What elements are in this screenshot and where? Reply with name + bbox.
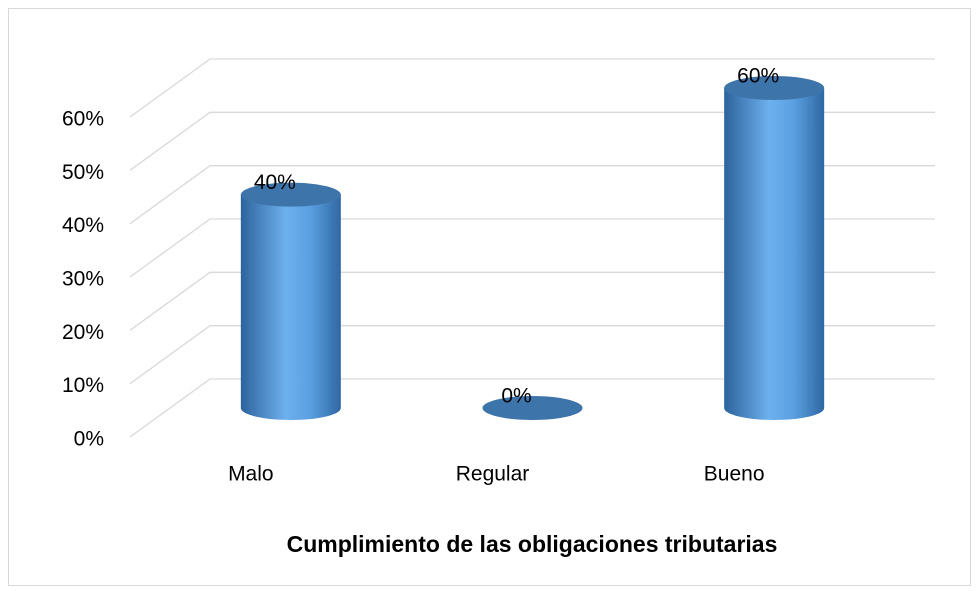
- grid-line-side: [129, 325, 211, 385]
- grid-line-side: [129, 165, 211, 225]
- x-tick-label: Bueno: [704, 463, 765, 486]
- bar-top: [240, 182, 341, 207]
- x-tick-label: Malo: [228, 463, 274, 486]
- y-tick-label: 50%: [62, 161, 104, 184]
- grid-line-side: [129, 218, 211, 278]
- y-tick-label: 60%: [62, 108, 104, 131]
- y-tick-label: 30%: [62, 268, 104, 291]
- bar: [240, 194, 341, 421]
- value-label: 60%: [737, 65, 779, 88]
- grid-line-side: [129, 271, 211, 331]
- grid-line-side: [129, 58, 211, 118]
- bar-top: [724, 76, 825, 100]
- value-label: 0%: [501, 385, 531, 408]
- y-tick-label: 20%: [62, 321, 104, 344]
- y-tick-label: 0%: [74, 428, 104, 451]
- grid-line-side: [129, 378, 211, 438]
- chart-frame: [8, 8, 971, 586]
- y-tick-label: 40%: [62, 214, 104, 237]
- bar: [724, 88, 825, 420]
- x-tick-label: Regular: [456, 463, 530, 486]
- x-axis-title: Cumplimiento de las obligaciones tributa…: [287, 531, 778, 557]
- grid-line-side: [129, 111, 211, 171]
- y-tick-label: 10%: [62, 374, 104, 397]
- value-label: 40%: [254, 171, 296, 194]
- bar-top: [482, 396, 583, 420]
